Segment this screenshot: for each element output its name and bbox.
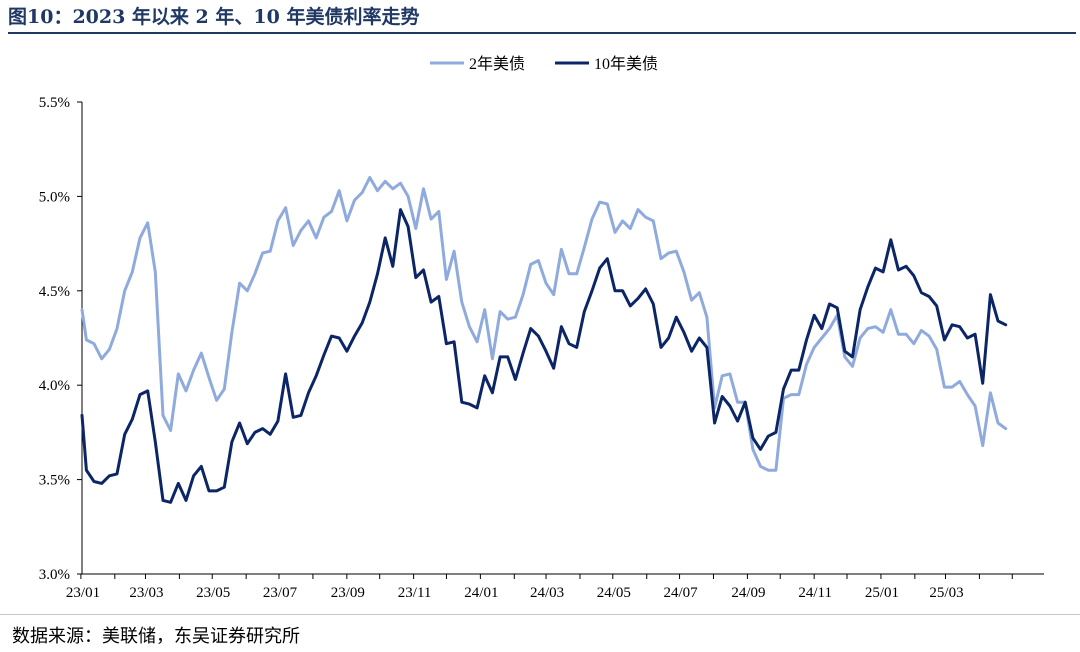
x-tick-label: 25/03 (929, 585, 963, 601)
x-tick-label: 24/07 (663, 585, 698, 601)
legend-label: 10年美债 (594, 55, 658, 73)
legend: 2年美债 10年美债 (430, 55, 658, 73)
x-tick-label: 24/05 (597, 585, 631, 601)
y-tick-label: 3.5% (39, 473, 70, 489)
y-tick-label: 5.5% (39, 95, 70, 111)
axes: 3.0% 3.5% 4.0% 4.5% 5.0% 5.5% 23/01 23/03 23/05 2… (39, 95, 1044, 601)
legend-label: 2年美债 (469, 55, 525, 73)
x-tick-label: 24/01 (464, 585, 498, 601)
y-tick-label: 5.0% (39, 189, 70, 205)
x-tick-label: 23/09 (331, 585, 365, 601)
x-tick-label: 24/09 (731, 585, 765, 601)
x-tick-label: 23/11 (398, 585, 432, 601)
series-lines (80, 176, 1008, 504)
source-note: 数据来源：美联储，东吴证券研究所 (12, 626, 300, 647)
series-line-10y (80, 208, 1008, 504)
x-tick-label: 23/01 (66, 585, 100, 601)
line-chart: 2年美债 10年美债 3.0% 3.5% 4.0% 4.5% 5.0% 5.5% 23/01 2… (39, 55, 1044, 601)
x-tick-label: 24/03 (530, 585, 564, 601)
y-tick-label: 4.0% (39, 378, 70, 394)
x-tick-label: 24/11 (798, 585, 832, 601)
series-line-2y (80, 176, 1008, 472)
x-tick-label: 25/01 (865, 585, 899, 601)
x-tick-label: 23/07 (263, 585, 298, 601)
x-tick-label: 23/05 (196, 585, 230, 601)
bottom-rule (0, 614, 1080, 615)
x-tick-label: 23/03 (129, 585, 163, 601)
y-tick-label: 4.5% (39, 284, 70, 300)
y-tick-label: 3.0% (39, 567, 70, 583)
figure-title: 图10：2023 年以来 2 年、10 年美债利率走势 (8, 6, 420, 28)
title-rule (8, 32, 1076, 34)
